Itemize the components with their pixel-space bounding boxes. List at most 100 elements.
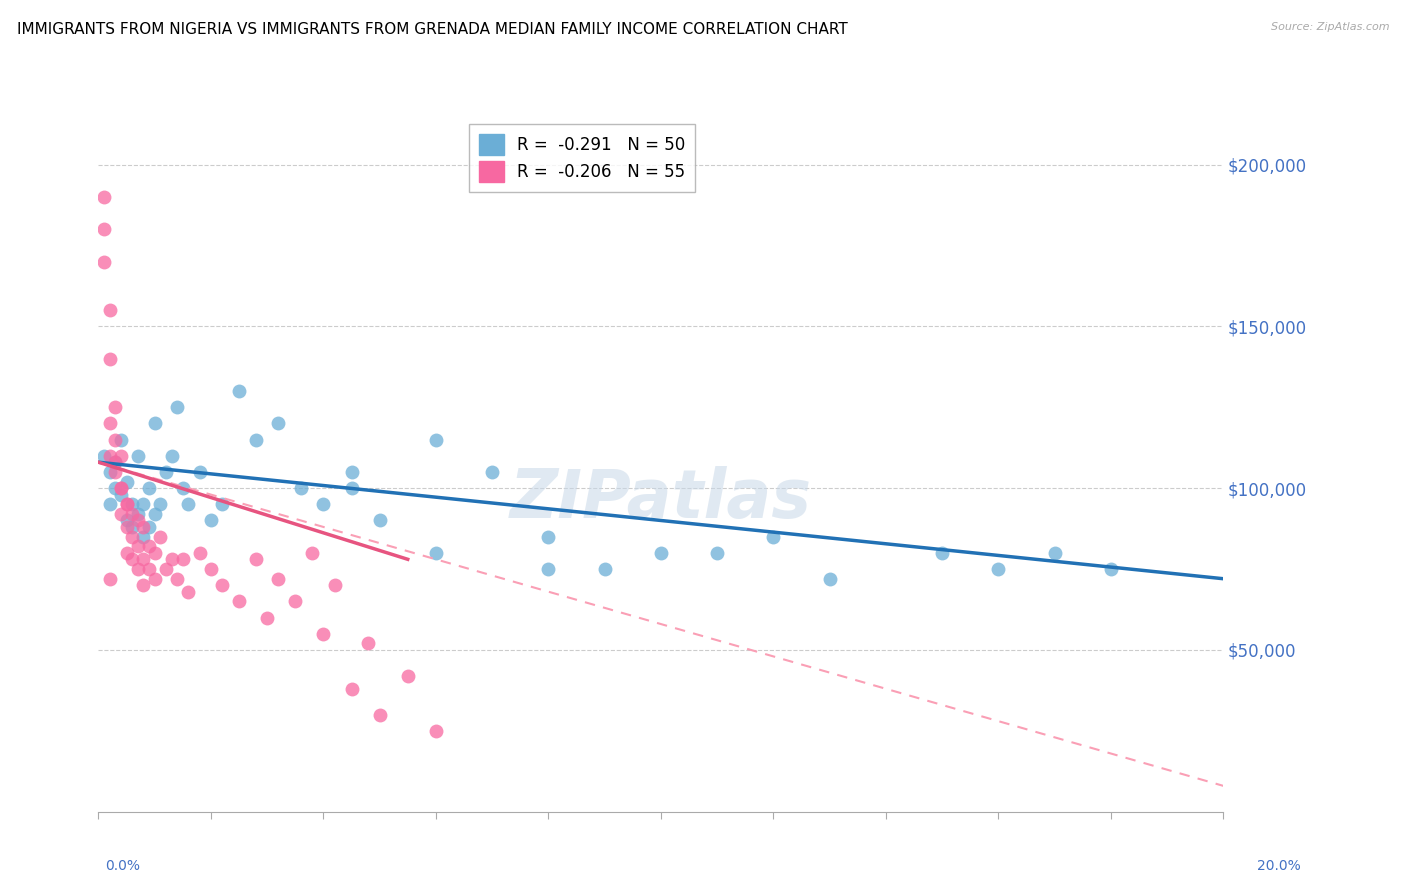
Point [396, 669, 419, 683]
Point [368, 513, 391, 527]
Point [127, 507, 149, 521]
Point [425, 723, 447, 738]
Point [93, 190, 115, 204]
Point [138, 540, 160, 554]
Text: 0.0%: 0.0% [105, 859, 141, 872]
Point [104, 455, 127, 469]
Point [132, 497, 155, 511]
Point [228, 594, 250, 608]
Point [98, 351, 121, 366]
Point [110, 433, 132, 447]
Point [110, 481, 132, 495]
Point [1043, 546, 1066, 560]
Point [143, 546, 166, 560]
Point [93, 254, 115, 268]
Point [127, 540, 149, 554]
Point [138, 520, 160, 534]
Point [98, 303, 121, 318]
Point [132, 578, 155, 592]
Point [127, 562, 149, 576]
Point [98, 465, 121, 479]
Point [425, 546, 447, 560]
Point [149, 530, 172, 544]
Point [762, 530, 785, 544]
Point [110, 481, 132, 495]
Point [115, 497, 138, 511]
Point [357, 636, 380, 650]
Point [127, 513, 149, 527]
Point [340, 481, 363, 495]
Point [121, 497, 143, 511]
Point [200, 513, 222, 527]
Point [98, 572, 121, 586]
Point [245, 433, 267, 447]
Point [149, 497, 172, 511]
Point [312, 626, 335, 640]
Point [115, 513, 138, 527]
Point [132, 530, 155, 544]
Point [228, 384, 250, 398]
Point [537, 562, 560, 576]
Point [593, 562, 616, 576]
Point [211, 578, 233, 592]
Point [267, 417, 290, 431]
Point [267, 572, 290, 586]
Point [138, 562, 160, 576]
Point [245, 552, 267, 566]
Point [115, 497, 138, 511]
Point [172, 481, 194, 495]
Point [537, 530, 560, 544]
Point [312, 497, 335, 511]
Point [188, 465, 211, 479]
Point [115, 475, 138, 489]
Point [104, 401, 127, 415]
Point [931, 546, 953, 560]
Point [138, 481, 160, 495]
Point [132, 552, 155, 566]
Point [200, 562, 222, 576]
Point [290, 481, 312, 495]
Point [104, 455, 127, 469]
Point [211, 497, 233, 511]
Text: IMMIGRANTS FROM NIGERIA VS IMMIGRANTS FROM GRENADA MEDIAN FAMILY INCOME CORRELAT: IMMIGRANTS FROM NIGERIA VS IMMIGRANTS FR… [17, 22, 848, 37]
Point [818, 572, 841, 586]
Point [166, 572, 188, 586]
Point [132, 520, 155, 534]
Text: ZIPatlas: ZIPatlas [510, 466, 811, 532]
Point [127, 449, 149, 463]
Text: Source: ZipAtlas.com: Source: ZipAtlas.com [1271, 22, 1389, 32]
Point [143, 507, 166, 521]
Point [987, 562, 1010, 576]
Point [98, 417, 121, 431]
Point [177, 497, 200, 511]
Point [160, 449, 183, 463]
Point [177, 584, 200, 599]
Point [143, 572, 166, 586]
Point [121, 530, 143, 544]
Point [284, 594, 307, 608]
Point [160, 552, 183, 566]
Point [155, 465, 177, 479]
Point [104, 481, 127, 495]
Legend: R =  -0.291   N = 50, R =  -0.206   N = 55: R = -0.291 N = 50, R = -0.206 N = 55 [468, 124, 696, 192]
Point [481, 465, 503, 479]
Point [121, 507, 143, 521]
Point [143, 417, 166, 431]
Point [110, 449, 132, 463]
Point [115, 520, 138, 534]
Point [256, 610, 278, 624]
Point [110, 487, 132, 501]
Point [98, 497, 121, 511]
Point [121, 552, 143, 566]
Point [340, 681, 363, 696]
Text: 20.0%: 20.0% [1257, 859, 1301, 872]
Point [172, 552, 194, 566]
Point [706, 546, 728, 560]
Point [115, 546, 138, 560]
Point [188, 546, 211, 560]
Point [340, 465, 363, 479]
Point [93, 222, 115, 236]
Point [104, 465, 127, 479]
Point [155, 562, 177, 576]
Point [1099, 562, 1122, 576]
